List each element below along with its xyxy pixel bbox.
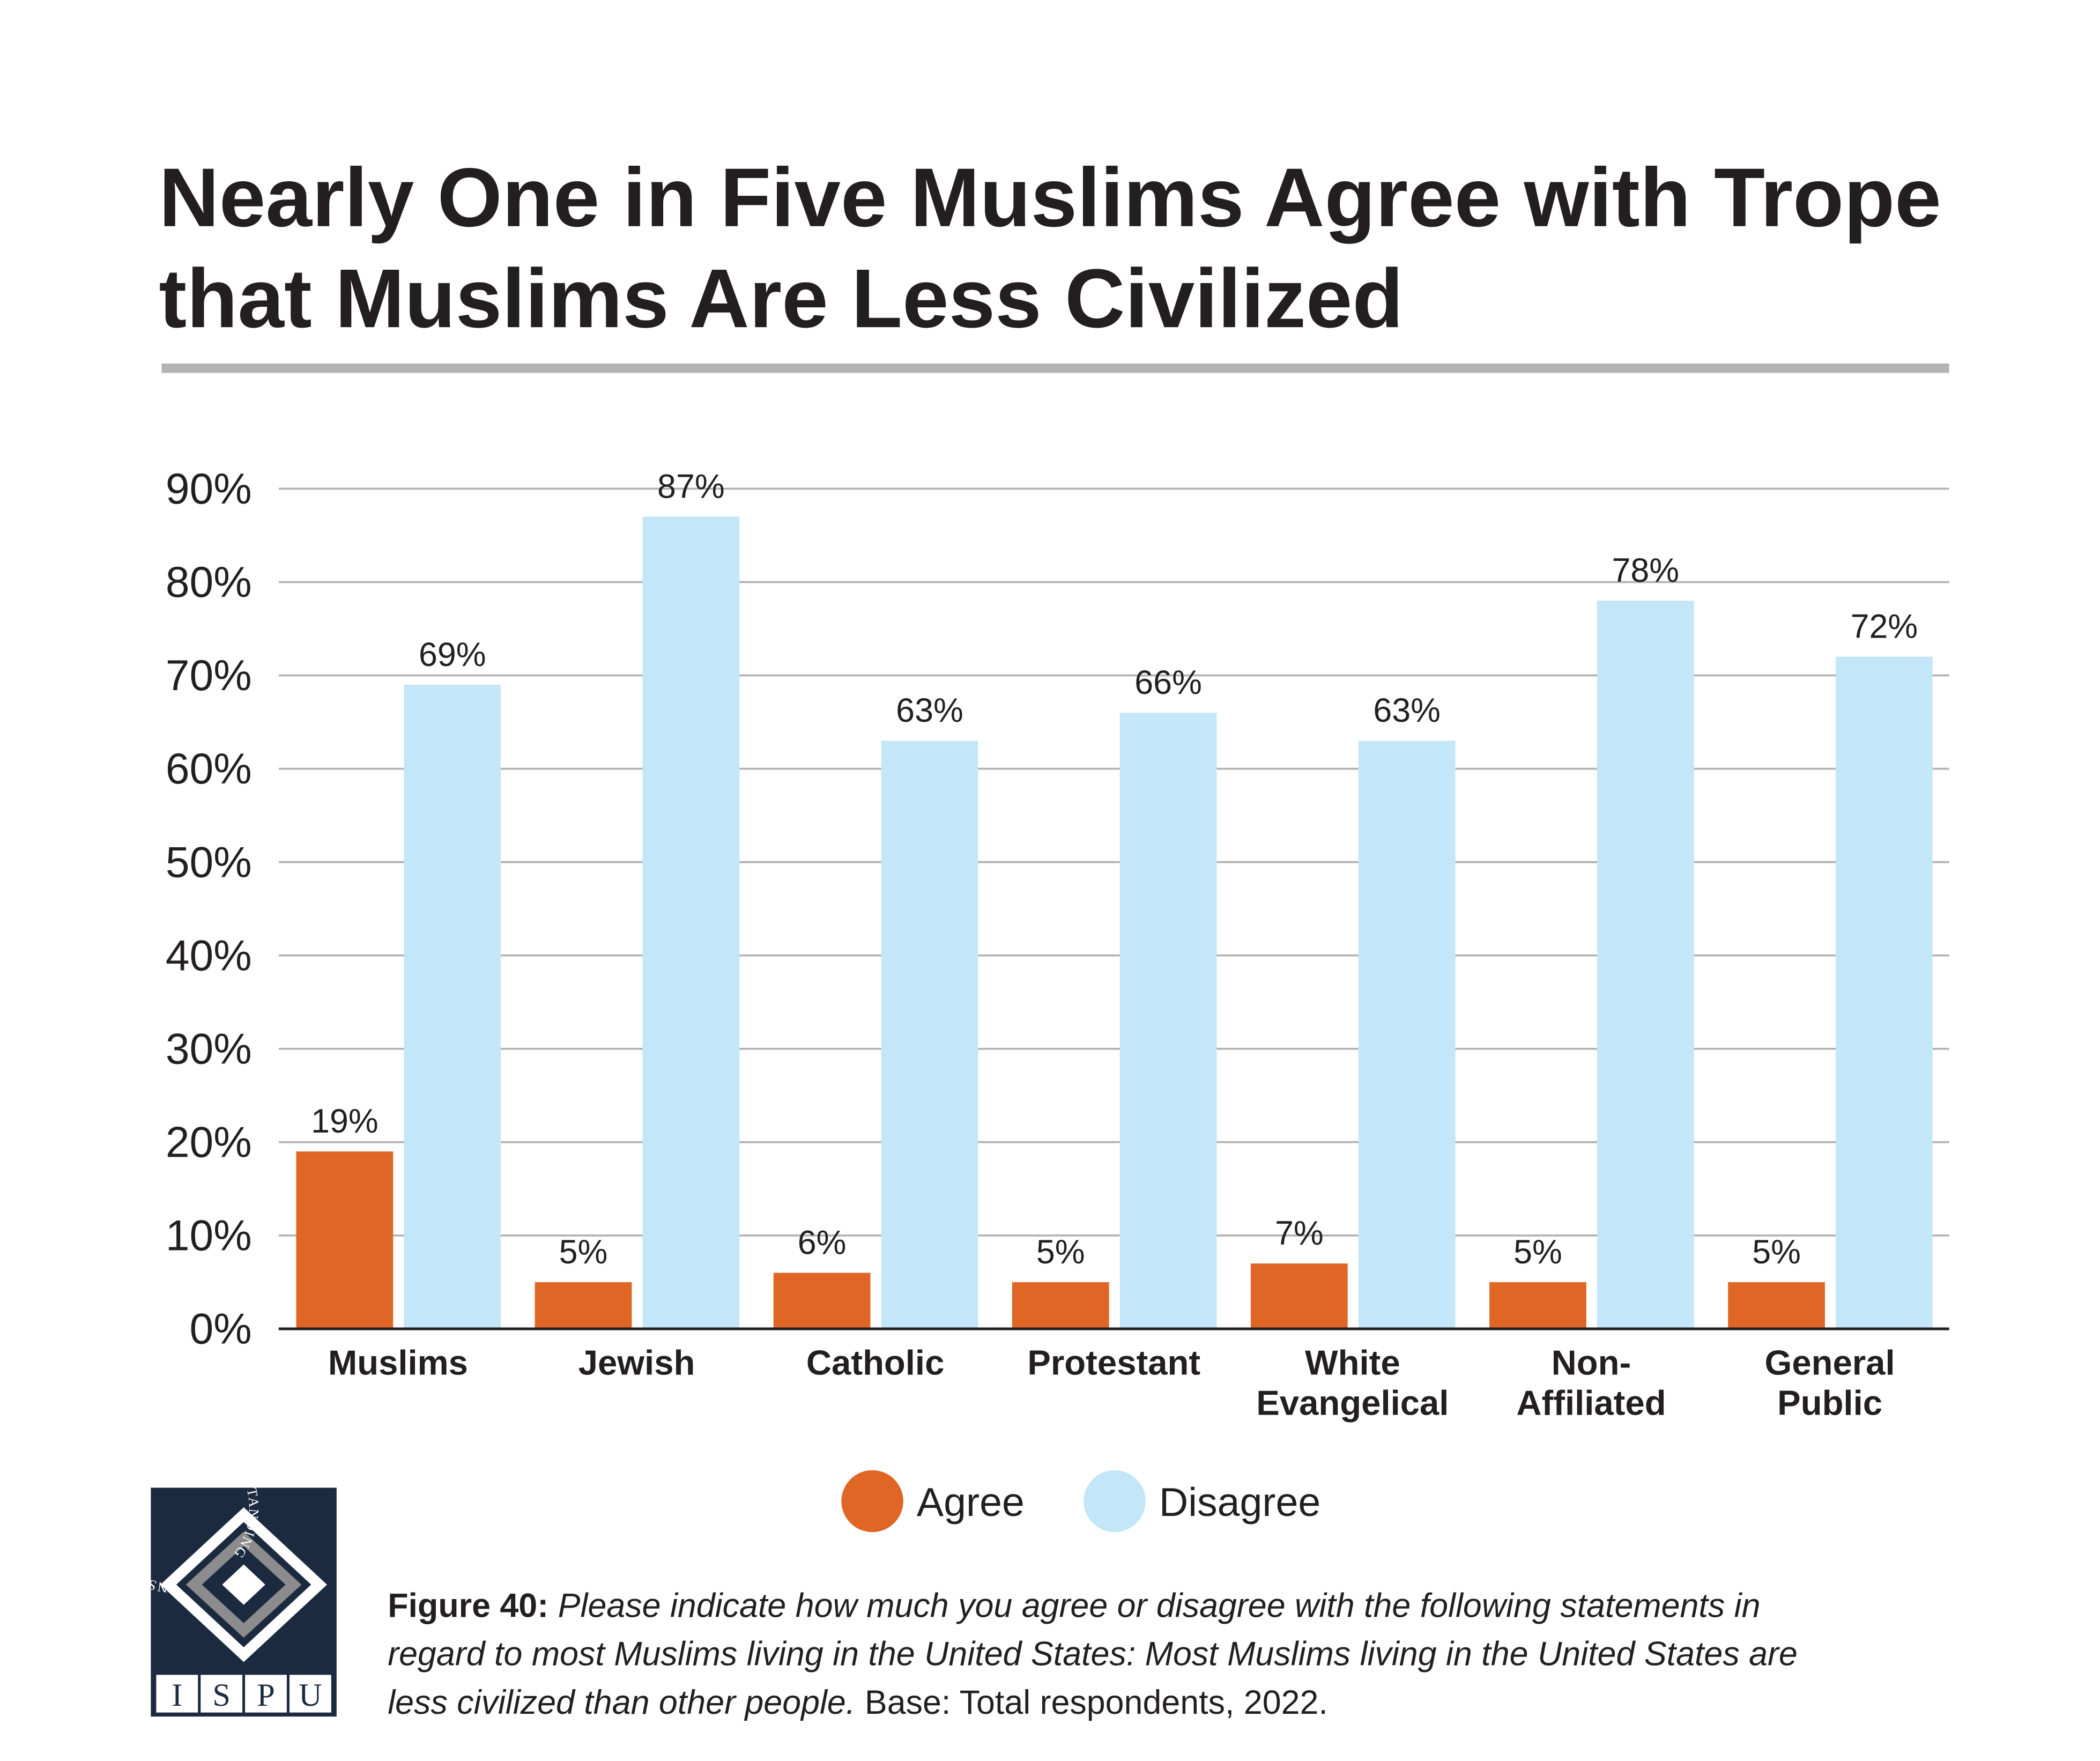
caption-part: regard to most Muslims living in the Uni… xyxy=(388,1636,1798,1673)
logo-letter: U xyxy=(299,1677,322,1713)
caption: Figure 40: Please indicate how much you a… xyxy=(388,1587,1760,1624)
y-tick-label: 60% xyxy=(166,745,252,793)
logo-letter-box xyxy=(289,1675,331,1713)
bar xyxy=(404,684,501,1329)
caption-part: Base: Total respondents, 2022. xyxy=(865,1684,1328,1721)
x-tick-label: Jewish xyxy=(578,1343,695,1382)
logo-letter-box xyxy=(201,1675,243,1713)
x-tick-label: Muslims xyxy=(328,1343,468,1382)
logo-letter-box xyxy=(245,1675,287,1713)
y-tick-label: 70% xyxy=(166,652,252,700)
logo-letter: I xyxy=(172,1677,182,1713)
value-label: 69% xyxy=(419,636,486,674)
chart-title: that Muslims Are Less Civilized xyxy=(159,251,1403,345)
x-tick-label: White Evangelical xyxy=(1256,1343,1449,1422)
caption-part: Figure 40: xyxy=(388,1587,548,1624)
y-tick-label: 50% xyxy=(166,838,252,886)
legend-swatch xyxy=(841,1470,903,1533)
value-label: 72% xyxy=(1851,608,1918,646)
y-tick-label: 20% xyxy=(166,1119,252,1167)
value-label: 19% xyxy=(311,1103,379,1140)
value-label: 87% xyxy=(657,468,725,505)
y-tick-label: 80% xyxy=(166,558,252,606)
x-tick-label: Catholic xyxy=(806,1343,944,1382)
caption-part: Please indicate how much you agree or di… xyxy=(558,1587,1761,1624)
y-tick-label: 30% xyxy=(166,1025,252,1073)
value-label: 5% xyxy=(1752,1233,1801,1271)
x-tick-label: Non-Affiliated xyxy=(1516,1343,1666,1422)
bar xyxy=(296,1151,394,1329)
caption-part: less civilized than other people. xyxy=(388,1684,855,1721)
legend-swatch xyxy=(1084,1470,1146,1533)
logo-diamond xyxy=(160,1507,327,1662)
value-label: 5% xyxy=(1513,1233,1562,1271)
y-tick-label: 10% xyxy=(166,1212,252,1260)
caption: less civilized than other people. Base: T… xyxy=(388,1684,1328,1721)
value-label: 7% xyxy=(1275,1215,1324,1252)
bar xyxy=(1012,1282,1109,1329)
x-tick-label: Protestant xyxy=(1027,1343,1200,1382)
bar xyxy=(773,1272,871,1329)
logo-letter-box xyxy=(156,1675,198,1713)
bar xyxy=(1119,713,1217,1329)
bar xyxy=(1250,1263,1348,1329)
bar xyxy=(1358,741,1456,1329)
logo-letter: P xyxy=(257,1677,275,1713)
legend-label: Agree xyxy=(917,1479,1025,1525)
logo-letter: S xyxy=(212,1677,231,1713)
legend-label: Disagree xyxy=(1159,1479,1320,1525)
title-rule xyxy=(161,363,1949,373)
value-label: 5% xyxy=(1036,1233,1085,1271)
value-label: 6% xyxy=(798,1224,847,1261)
bar xyxy=(1597,601,1694,1329)
bar xyxy=(1728,1282,1825,1329)
value-label: 78% xyxy=(1612,552,1680,589)
y-tick-label: 90% xyxy=(166,465,252,513)
value-label: 5% xyxy=(559,1233,608,1271)
x-tick-label: General Public xyxy=(1765,1343,1895,1422)
value-label: 63% xyxy=(1373,692,1441,729)
chart-title: Nearly One in Five Muslims Agree with Tr… xyxy=(159,151,1941,244)
caption: regard to most Muslims living in the Uni… xyxy=(388,1636,1798,1673)
value-label: 66% xyxy=(1134,664,1202,701)
bar xyxy=(535,1282,632,1329)
logo-diamond xyxy=(222,1564,265,1605)
y-tick-label: 0% xyxy=(190,1305,252,1353)
value-label: 63% xyxy=(896,692,963,729)
bar xyxy=(881,741,978,1329)
bar xyxy=(642,516,740,1329)
y-tick-label: 40% xyxy=(166,931,252,980)
bar xyxy=(1489,1282,1586,1329)
logo-diamond xyxy=(185,1531,302,1638)
bar xyxy=(1836,656,1933,1329)
